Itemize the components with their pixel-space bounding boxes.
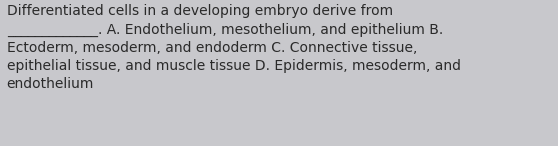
Text: Differentiated cells in a developing embryo derive from
_____________. A. Endoth: Differentiated cells in a developing emb…: [7, 4, 461, 91]
